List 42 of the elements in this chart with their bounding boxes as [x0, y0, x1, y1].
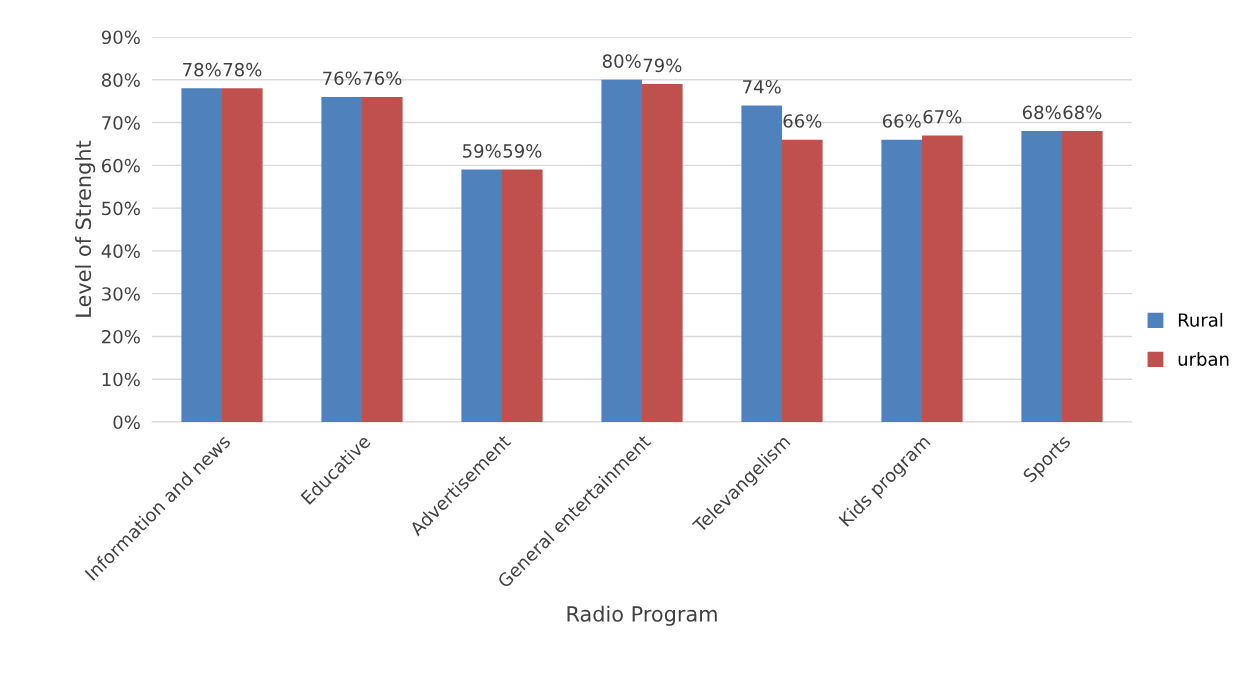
data-label: 76% — [323, 71, 361, 86]
bar — [922, 135, 963, 422]
data-label: 76% — [363, 71, 402, 86]
data-label: 59% — [503, 144, 542, 158]
data-label: 68% — [1022, 105, 1061, 120]
bar — [222, 88, 263, 422]
bar — [461, 169, 502, 422]
y-tick-label: 20% — [102, 329, 140, 344]
legend-label: urban — [1178, 351, 1229, 366]
y-axis-title: Level of Strenght — [75, 140, 96, 317]
data-label: 68% — [1063, 105, 1102, 120]
bar — [782, 139, 823, 422]
y-tick-label: 60% — [102, 158, 140, 173]
bar — [1021, 131, 1062, 422]
y-tick-label: 80% — [101, 73, 140, 87]
data-label: 74% — [743, 79, 781, 94]
y-tick-label: 10% — [102, 372, 140, 387]
bar — [642, 84, 683, 422]
data-label: 78% — [183, 62, 221, 77]
bar — [1062, 131, 1103, 422]
bar — [601, 79, 642, 422]
y-tick-label: 90% — [101, 30, 140, 45]
data-label: 67% — [923, 109, 962, 124]
legend-label: Rural — [1178, 312, 1223, 327]
x-axis-title: Radio Program — [567, 605, 717, 626]
y-tick-label: 40% — [101, 244, 140, 259]
data-label: 66% — [783, 114, 822, 128]
y-tick-label: 0% — [113, 415, 140, 430]
y-tick-label: 70% — [102, 116, 140, 130]
data-label: 79% — [643, 58, 682, 73]
bar — [741, 105, 782, 422]
y-tick-label: 30% — [102, 287, 140, 301]
data-label: 80% — [602, 54, 641, 68]
data-label: 59% — [463, 144, 501, 158]
bar — [181, 88, 222, 422]
data-label: 78% — [223, 62, 262, 77]
bar — [502, 169, 543, 422]
y-tick-label: 50% — [102, 201, 140, 216]
bar — [362, 96, 403, 422]
data-label: 66% — [882, 114, 921, 128]
bar — [881, 139, 922, 422]
bar — [321, 96, 362, 422]
